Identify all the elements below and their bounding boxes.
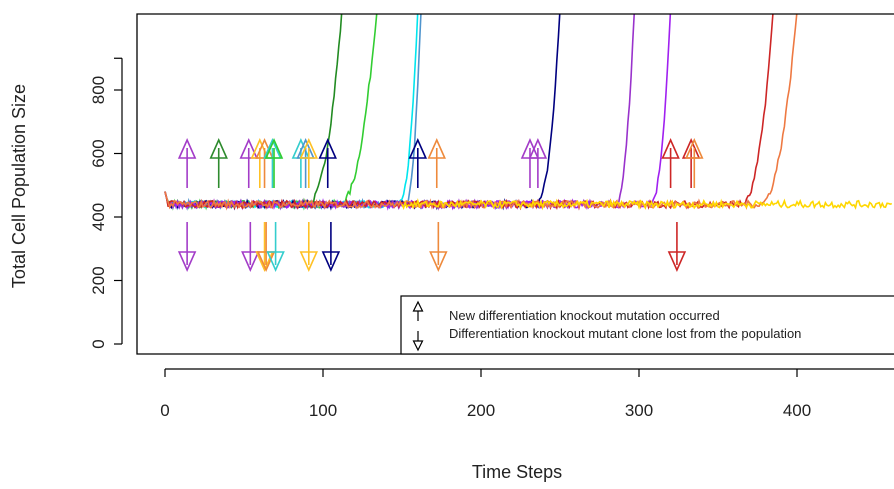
series-line — [401, 198, 893, 211]
mutation-arrow — [408, 138, 428, 188]
mutation-arrow — [528, 138, 548, 188]
loss-arrow — [177, 222, 197, 272]
x-axis: 0 100 200 300 400 — [160, 368, 894, 420]
y-tick-label: 0 — [89, 339, 108, 348]
x-axis-label: Time Steps — [472, 462, 562, 482]
mutation-arrow — [318, 138, 337, 188]
loss-arrow — [667, 222, 687, 272]
x-tick-label: 0 — [160, 401, 169, 420]
y-tick-label: 600 — [89, 139, 108, 167]
mutation-arrow — [250, 138, 270, 188]
mutation-arrow — [299, 138, 319, 188]
y-tick-label: 800 — [89, 76, 108, 104]
mutation-arrows — [177, 138, 704, 272]
series-line — [164, 14, 774, 211]
series-line — [164, 14, 561, 211]
series-line — [164, 14, 672, 211]
mutation-arrow — [427, 138, 446, 188]
loss-arrow — [299, 222, 319, 272]
mutation-arrow — [291, 138, 311, 188]
mutation-arrow — [661, 138, 680, 188]
y-tick-label: 200 — [89, 266, 108, 294]
loss-arrow — [256, 222, 276, 272]
x-tick-label: 300 — [625, 401, 653, 420]
series-lines — [164, 14, 893, 211]
series-line — [164, 14, 422, 211]
series-line — [164, 14, 343, 210]
y-tick-label: 400 — [89, 203, 108, 231]
series-line — [164, 14, 419, 211]
loss-arrow — [241, 222, 260, 272]
x-tick-label: 400 — [783, 401, 811, 420]
mutation-arrow — [685, 138, 704, 188]
mutation-arrow — [520, 138, 540, 188]
y-axis-label: Total Cell Population Size — [9, 84, 29, 288]
mutation-arrow — [177, 138, 197, 188]
mutation-arrow — [239, 138, 258, 188]
x-tick-label: 200 — [467, 401, 495, 420]
legend-item-label: Differentiation knockout mutant clone lo… — [449, 326, 801, 341]
loss-arrow — [429, 222, 448, 272]
y-axis: 0 200 400 600 800 — [89, 57, 123, 349]
legend-item-label: New differentiation knockout mutation oc… — [449, 308, 720, 323]
series-line — [164, 14, 798, 211]
loss-arrow — [321, 222, 341, 272]
legend-box — [400, 295, 894, 355]
mutation-arrow — [264, 138, 284, 188]
x-tick-label: 100 — [309, 401, 337, 420]
legend: New differentiation knockout mutation oc… — [400, 295, 894, 355]
legend-down-arrow-icon — [412, 331, 424, 352]
loss-arrow — [266, 222, 285, 272]
mutation-arrow — [209, 138, 228, 188]
series-line — [164, 14, 636, 211]
legend-up-arrow-icon — [412, 300, 424, 321]
